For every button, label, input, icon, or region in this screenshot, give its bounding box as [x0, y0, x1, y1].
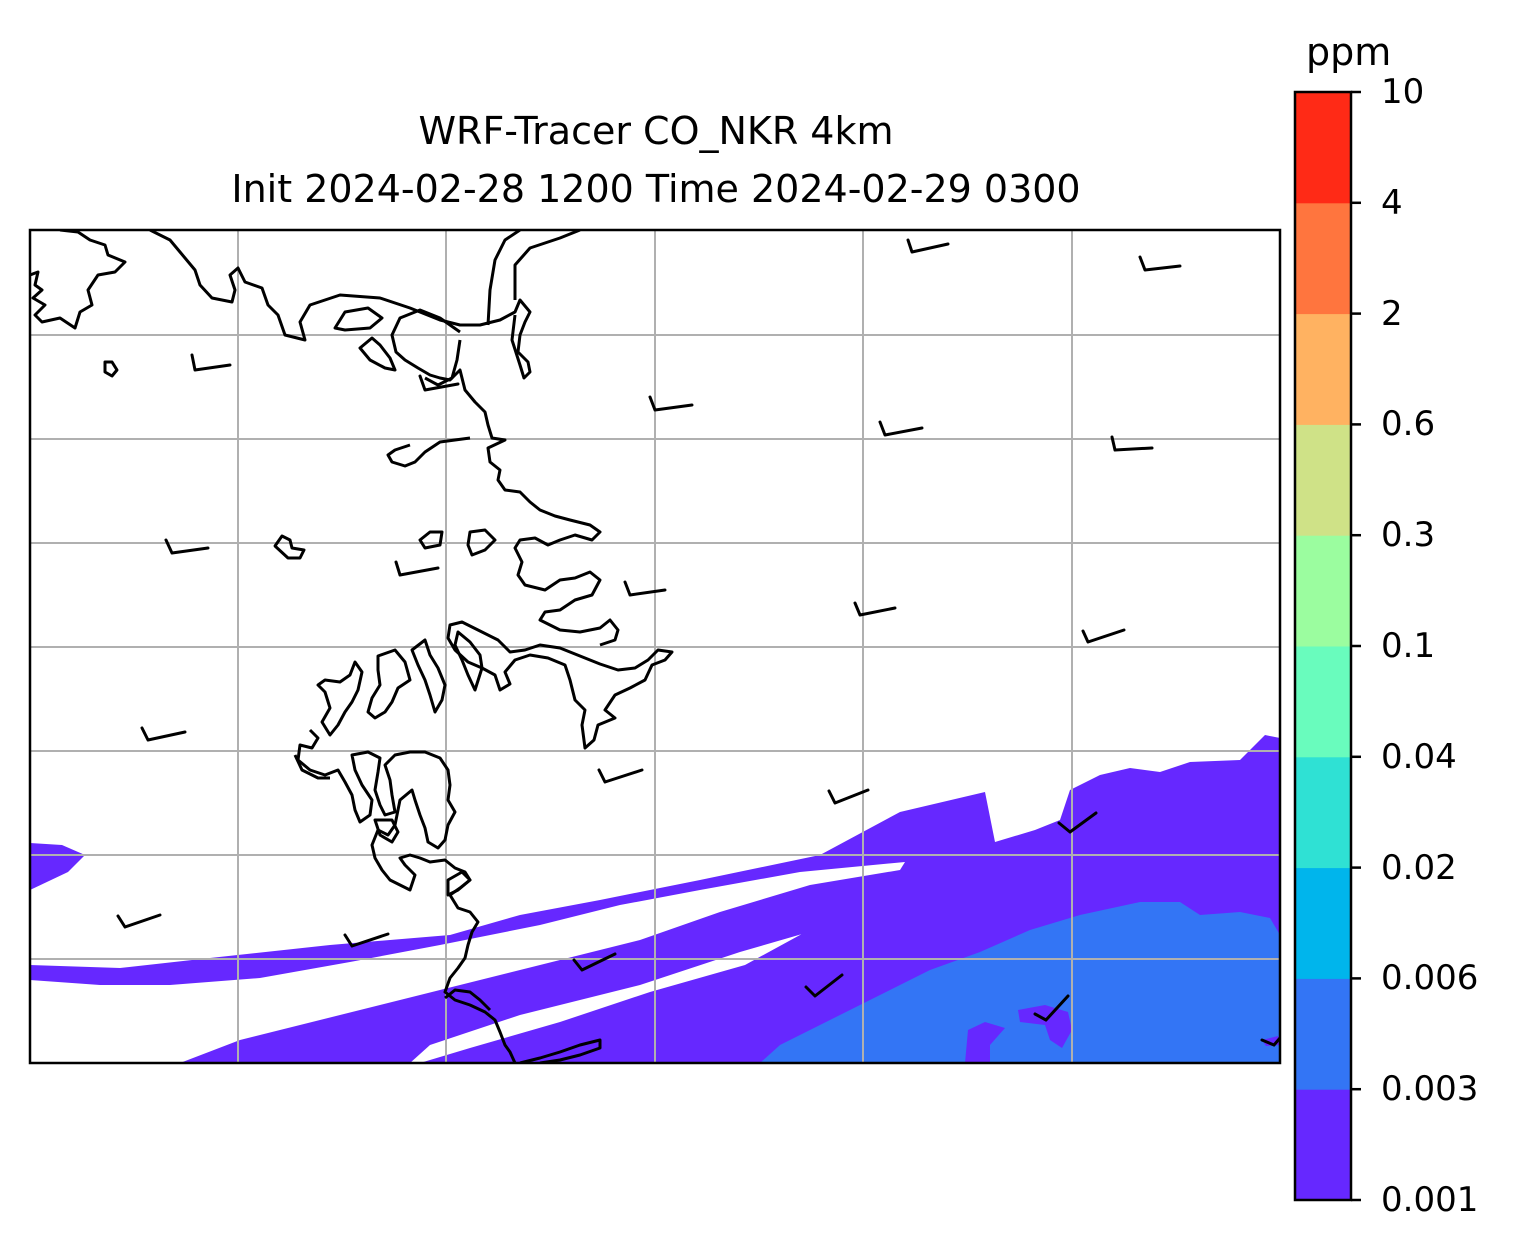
wind-barb [906, 238, 950, 254]
coastline [446, 620, 674, 750]
coastline [386, 436, 471, 468]
wind-barb [623, 580, 667, 597]
coastline [453, 630, 484, 692]
wind-barb [140, 726, 187, 742]
colorbar-tick-label: 0.6 [1381, 404, 1436, 445]
coastline [466, 528, 497, 557]
colorbar-tick-label: 0.006 [1381, 958, 1479, 999]
map-frame [28, 228, 1282, 1065]
wind-barb [827, 788, 870, 805]
colorbar-units-label: ppm [1306, 30, 1392, 74]
map-title: WRF-Tracer CO_NKR 4km [418, 109, 894, 153]
colorbar-tick-label: 2 [1381, 293, 1403, 334]
wind-barb [853, 601, 897, 617]
gridlines [30, 230, 1280, 1063]
coastline [519, 1038, 602, 1063]
tracer-patch-001 [1018, 1005, 1072, 1048]
coastline [418, 530, 444, 550]
wind-barb [164, 538, 210, 555]
coastline [30, 230, 127, 330]
colorbar-band [1295, 646, 1351, 758]
wind-barb [1110, 435, 1154, 452]
coastline [149, 230, 532, 380]
colorbar-tick-label: 0.02 [1381, 847, 1457, 888]
colorbar-tick-label: 0.1 [1381, 626, 1436, 666]
wind-barb [1033, 994, 1070, 1022]
wind-barb [648, 395, 694, 412]
coastline [293, 754, 330, 780]
colorbar-band [1295, 1089, 1351, 1201]
wind-barb [418, 374, 460, 392]
wind-barb [572, 952, 617, 972]
coastline [296, 728, 517, 1063]
colorbar-band [1295, 978, 1351, 1090]
coastline [316, 660, 364, 737]
coastline [358, 336, 397, 372]
coastline [373, 818, 400, 844]
wind-barb [804, 973, 844, 998]
colorbar-ticks [1351, 90, 1361, 1202]
wind-barb [1081, 628, 1126, 644]
tracer-patch-001 [965, 1022, 1005, 1063]
colorbar-band [1295, 756, 1351, 869]
colorbar [1295, 92, 1351, 1201]
coastline [333, 306, 384, 332]
tracer-plume-003 [760, 902, 1280, 1063]
coastline [486, 230, 521, 326]
coastline [390, 308, 620, 647]
wind-barb [1138, 255, 1182, 272]
coastlines [30, 230, 674, 1063]
coastline [513, 230, 581, 300]
coastline [410, 638, 447, 714]
wind-barb [190, 353, 232, 372]
wind-barbs [116, 238, 1280, 1047]
colorbar-band [1295, 313, 1351, 425]
coastline [273, 534, 306, 560]
colorbar-tick-label: 0.04 [1381, 736, 1457, 777]
wind-barb [116, 913, 162, 929]
wind-barb [878, 420, 924, 437]
coastline [444, 988, 492, 1012]
wind-barb [343, 932, 390, 948]
coastline [366, 648, 412, 720]
colorbar-band [1295, 535, 1351, 647]
wind-barb [1057, 811, 1098, 834]
coastline [103, 360, 119, 378]
wind-barb [597, 768, 644, 784]
coastline [424, 339, 462, 387]
colorbar-tick-label: 0.3 [1381, 515, 1436, 556]
colorbar-band [1295, 424, 1351, 536]
colorbar-band [1295, 92, 1351, 204]
coastline [446, 870, 472, 897]
colorbar-tick-label: 0.003 [1381, 1069, 1479, 1110]
map-area [30, 230, 1280, 1063]
colorbar-tick-label: 10 [1381, 72, 1425, 112]
wind-barb [394, 560, 440, 577]
colorbar-band [1295, 202, 1351, 315]
colorbar-band [1295, 867, 1351, 979]
tracer-plume-001 [30, 843, 85, 890]
colorbar-tick-label: 0.001 [1381, 1180, 1479, 1220]
colorbar-tick-label: 4 [1381, 182, 1403, 223]
map-subtitle: Init 2024-02-28 1200 Time 2024-02-29 030… [231, 167, 1081, 211]
